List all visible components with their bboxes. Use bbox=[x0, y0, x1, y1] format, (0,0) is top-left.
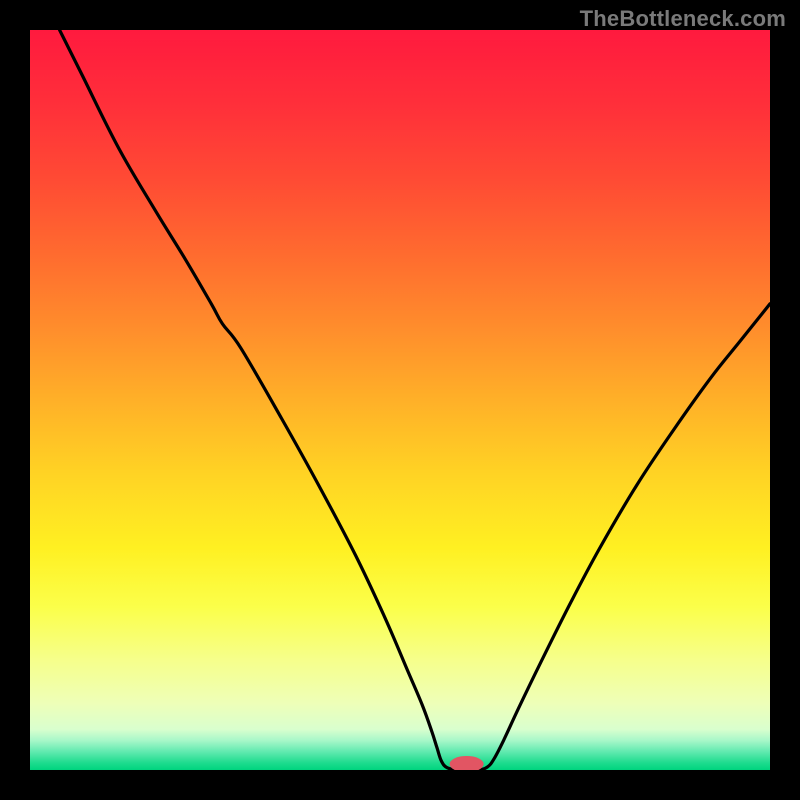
gradient-background bbox=[30, 30, 770, 770]
plot-svg bbox=[30, 30, 770, 770]
plot-area bbox=[30, 30, 770, 770]
chart-frame: TheBottleneck.com bbox=[0, 0, 800, 800]
watermark-text: TheBottleneck.com bbox=[580, 6, 786, 32]
